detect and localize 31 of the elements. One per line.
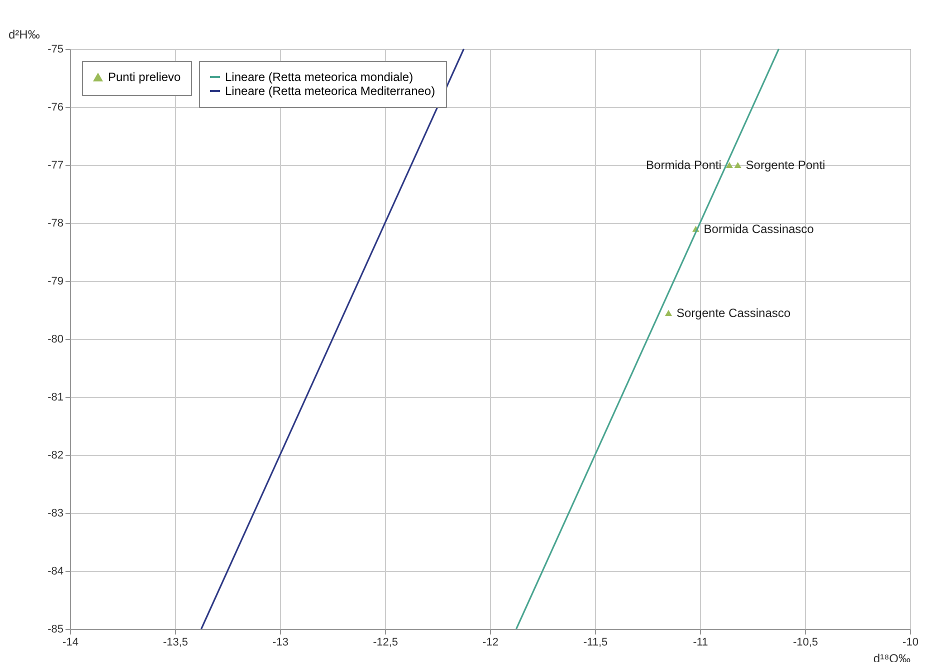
- y-tick-label: -79: [48, 276, 64, 288]
- y-tick-label: -85: [48, 624, 64, 636]
- x-tick-label: -10: [902, 636, 918, 648]
- annotation: Sorgente Ponti: [746, 158, 826, 172]
- y-tick-label: -78: [48, 218, 64, 230]
- point: [734, 162, 742, 168]
- y-tick-label: -84: [48, 566, 64, 578]
- annotation: Sorgente Cassinasco: [676, 306, 791, 320]
- x-tick-label: -14: [62, 636, 78, 648]
- legend-label: Lineare (Retta meteorica Mediterraneo): [225, 84, 436, 98]
- y-tick-label: -82: [48, 450, 64, 462]
- y-tick-label: -81: [48, 392, 64, 404]
- legend-label: Lineare (Retta meteorica mondiale): [225, 70, 414, 84]
- point: [726, 162, 733, 168]
- y-tick-label: -83: [48, 508, 64, 520]
- point: [664, 310, 672, 316]
- x-tick-label: -12,5: [372, 636, 398, 648]
- x-tick-label: -11: [692, 636, 708, 648]
- annotation: Bormida Ponti: [646, 158, 722, 172]
- x-tick-label: -12: [482, 636, 498, 648]
- y-axis-title: d²H‰: [8, 28, 40, 42]
- y-tick-label: -76: [48, 102, 64, 114]
- annotation: Bormida Cassinasco: [704, 222, 814, 236]
- x-tick-label: -13,5: [162, 636, 188, 648]
- x-tick-label: -13: [272, 636, 288, 648]
- y-tick-label: -77: [48, 160, 64, 172]
- x-tick-label: -11,5: [583, 636, 608, 648]
- x-tick-label: -10,5: [792, 636, 818, 648]
- legend-label: Punti prelievo: [108, 70, 182, 84]
- y-tick-label: -80: [48, 334, 64, 346]
- y-tick-label: -75: [48, 44, 64, 56]
